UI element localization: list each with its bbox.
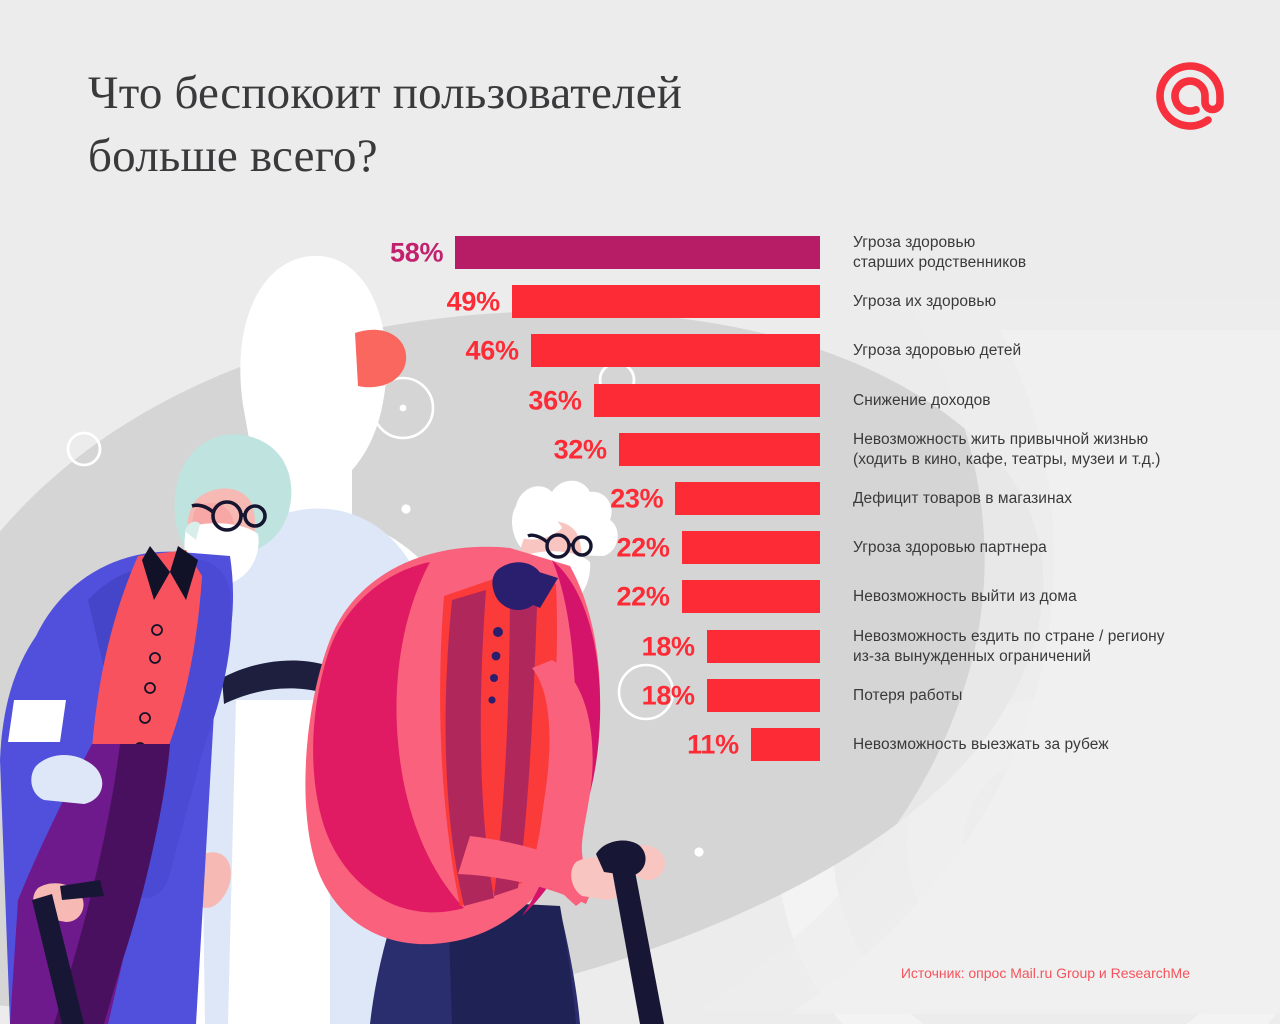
decor-ring-small: [66, 431, 102, 467]
chart-row: 18% Потеря работы: [0, 679, 1280, 712]
bar-value-label: 32%: [553, 434, 607, 464]
man-glasses-icon: [191, 500, 267, 532]
bar: [593, 384, 820, 417]
bar: [681, 580, 820, 613]
bar: [681, 531, 820, 564]
chart-row: 58% Угроза здоровью старших родственников: [0, 234, 1280, 271]
bar: [750, 728, 820, 761]
bar-value-label: 22%: [616, 581, 670, 611]
bar-category-label: Угроза их здоровью: [853, 292, 997, 310]
bar-value-label: 46%: [465, 335, 519, 365]
bar-value-label: 11%: [687, 729, 739, 759]
bar: [530, 334, 820, 367]
bar-category-label: Дефицит товаров в магазинах: [853, 489, 1073, 507]
woman-glasses-icon: [527, 533, 593, 559]
chart-row: 49% Угроза их здоровью: [0, 285, 1280, 318]
chart-row: 36% Снижение доходов: [0, 384, 1280, 417]
bar-value-label: 58%: [390, 237, 444, 267]
bar: [511, 285, 820, 318]
bar-value-label: 49%: [446, 286, 500, 316]
chart-row: 23% Дефицит товаров в магазинах: [0, 482, 1280, 515]
bar-category-label: Невозможность жить привычной жизнью (ход…: [853, 430, 1161, 468]
bar-value-label: 36%: [528, 385, 582, 415]
bar: [706, 630, 820, 663]
bar-value-label: 23%: [610, 483, 664, 513]
bar-category-label: Угроза здоровью партнера: [853, 538, 1047, 556]
bar-category-label: Невозможность выйти из дома: [853, 587, 1077, 605]
bar-value-label: 22%: [616, 532, 670, 562]
decor-dot-mid: [401, 504, 411, 514]
bar-category-label: Угроза здоровью старших родственников: [853, 233, 1027, 271]
decor-dot-tiny: [694, 847, 704, 857]
bar: [675, 482, 820, 515]
bar: [618, 433, 820, 466]
bar-category-label: Угроза здоровью детей: [853, 341, 1022, 359]
bar-category-label: Снижение доходов: [853, 391, 991, 409]
source-note: Источник: опрос Mail.ru Group и Research…: [900, 965, 1190, 981]
bar-value-label: 18%: [641, 631, 695, 661]
bar: [706, 679, 820, 712]
bar-category-label: Потеря работы: [853, 686, 963, 704]
chart-row: 32% Невозможность жить привычной жизнью (…: [0, 431, 1280, 468]
bar-value-label: 18%: [641, 680, 695, 710]
chart-row: 18% Невозможность ездить по стране / реги…: [0, 628, 1280, 665]
page-title: Что беспокоит пользователей больше всего…: [88, 67, 683, 182]
decor-ring-value: [617, 663, 675, 721]
chart-row: 11% Невозможность выезжать за рубеж: [0, 728, 1280, 761]
elderly-woman-figure: [305, 480, 665, 1024]
chart-row: 22% Угроза здоровью партнера: [0, 531, 1280, 564]
bar-category-label: Невозможность ездить по стране / региону…: [853, 627, 1165, 665]
bar: [455, 236, 820, 269]
silhouette-nose: [355, 329, 407, 388]
elderly-man-figure: [0, 434, 292, 1024]
chart-row: 22% Невозможность выйти из дома: [0, 580, 1280, 613]
bar-category-label: Невозможность выезжать за рубеж: [853, 735, 1109, 753]
decor-dot-center: [399, 404, 407, 412]
mailru-at-logo[interactable]: [1152, 60, 1228, 136]
chart-row: 46% Угроза здоровью детей: [0, 334, 1280, 367]
